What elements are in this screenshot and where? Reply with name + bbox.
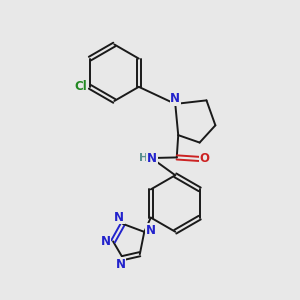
Text: N: N: [114, 211, 124, 224]
Text: N: N: [100, 235, 111, 248]
Text: N: N: [170, 92, 180, 105]
Text: H: H: [139, 153, 148, 163]
Text: O: O: [199, 152, 209, 165]
Text: N: N: [146, 224, 156, 237]
Text: Cl: Cl: [75, 80, 87, 93]
Text: N: N: [147, 152, 157, 164]
Text: N: N: [116, 258, 125, 271]
